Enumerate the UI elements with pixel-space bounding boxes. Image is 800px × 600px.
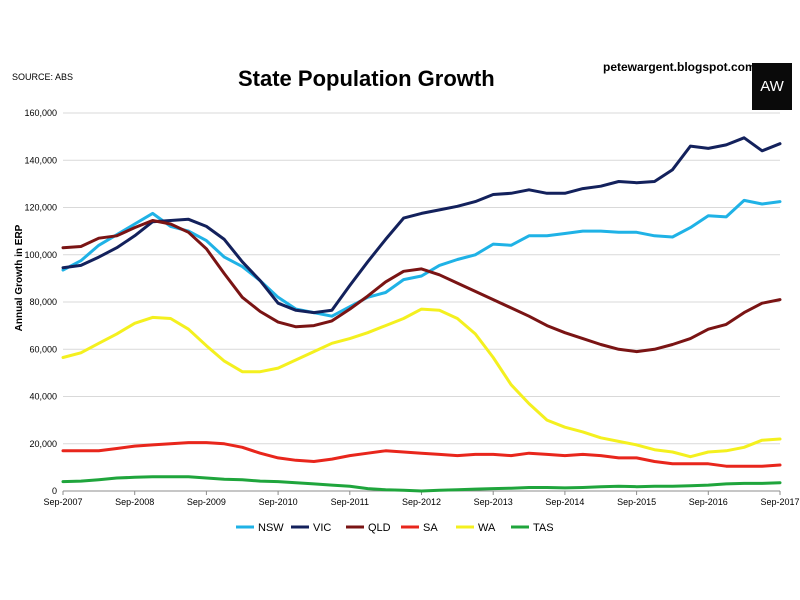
legend-label-nsw: NSW bbox=[258, 522, 284, 534]
chart-title: State Population Growth bbox=[238, 66, 495, 91]
y-tick-label: 60,000 bbox=[29, 344, 57, 354]
y-axis: 0 20,000 40,000 60,000 80,000 100,000 120,000 1… bbox=[24, 108, 57, 496]
x-tick-label: Sep-2011 bbox=[331, 497, 369, 507]
site-label: petewargent.blogspot.com bbox=[603, 60, 756, 74]
legend-label-tas: TAS bbox=[533, 522, 554, 534]
y-tick-label: 160,000 bbox=[24, 108, 57, 118]
gridlines bbox=[63, 112, 780, 445]
y-tick-label: 20,000 bbox=[29, 439, 57, 449]
series-line-nsw bbox=[61, 198, 782, 318]
x-tick-label: Sep-2009 bbox=[187, 497, 226, 507]
legend-label-qld: QLD bbox=[368, 522, 391, 534]
x-tick-label: Sep-2010 bbox=[259, 497, 298, 507]
series-lines bbox=[61, 136, 782, 493]
y-tick-label: 140,000 bbox=[24, 155, 57, 165]
logo-badge: AW bbox=[752, 63, 792, 110]
legend-label-sa: SA bbox=[423, 522, 438, 534]
y-tick-label: 80,000 bbox=[29, 297, 57, 307]
x-tick-label: Sep-2007 bbox=[43, 497, 82, 507]
series-line-qld bbox=[61, 219, 782, 354]
x-tick-label: Sep-2013 bbox=[474, 497, 513, 507]
x-tick-label: Sep-2017 bbox=[760, 497, 799, 507]
legend: NSW VIC QLD SA WA TAS bbox=[236, 522, 554, 534]
source-label: SOURCE: ABS bbox=[12, 72, 74, 82]
y-tick-label: 120,000 bbox=[24, 203, 57, 213]
x-tick-label: Sep-2016 bbox=[689, 497, 728, 507]
x-tick-label: Sep-2008 bbox=[115, 497, 154, 507]
y-tick-label: 100,000 bbox=[24, 250, 57, 260]
y-tick-label: 40,000 bbox=[29, 392, 57, 402]
y-axis-label: Annual Growth in ERP bbox=[14, 224, 25, 331]
legend-label-wa: WA bbox=[478, 522, 496, 534]
series-line-sa bbox=[61, 441, 782, 468]
series-line-vic bbox=[61, 136, 782, 315]
series-line-tas bbox=[61, 475, 782, 493]
x-axis: Sep-2007 Sep-2008 Sep-2009 Sep-2010 Sep-2011… bbox=[43, 490, 800, 507]
x-tick-label: Sep-2014 bbox=[545, 497, 584, 507]
x-tick-label: Sep-2012 bbox=[402, 497, 441, 507]
y-tick-label: 0 bbox=[52, 486, 57, 496]
x-tick-label: Sep-2015 bbox=[617, 497, 656, 507]
legend-label-vic: VIC bbox=[313, 522, 331, 534]
series-line-wa bbox=[61, 307, 782, 459]
